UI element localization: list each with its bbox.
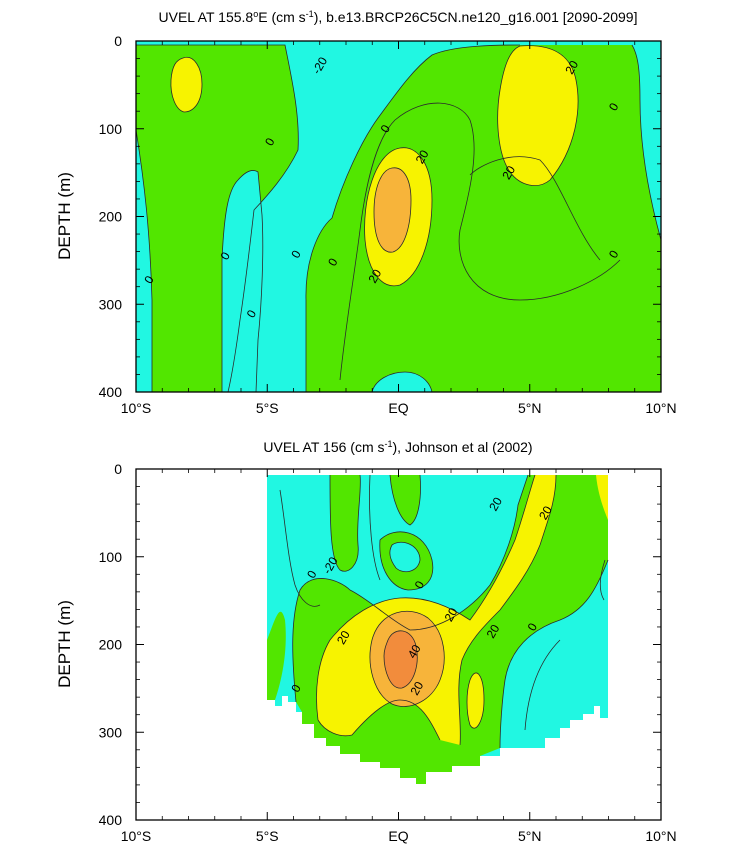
- x-tick-label: 5°N: [518, 400, 542, 416]
- panel-1: UVEL AT 155.8oE (cm s-1), b.e13.BRCP26C5…: [55, 9, 677, 416]
- y-tick-label: 400: [99, 812, 123, 828]
- panel-2-contour-lines: [279, 474, 609, 749]
- y-tick-label: 100: [99, 549, 123, 565]
- x-tick-label: 10°N: [645, 828, 676, 844]
- contour-label: 20: [365, 267, 384, 286]
- y-tick-label: 400: [99, 384, 123, 400]
- x-tick-label: EQ: [388, 400, 408, 416]
- panel-2-y-axis-label: DEPTH (m): [55, 600, 74, 688]
- x-tick-label: 10°S: [121, 400, 152, 416]
- x-tick-label: 10°S: [121, 828, 152, 844]
- x-tick-label: 5°N: [518, 828, 542, 844]
- panel-1-title: UVEL AT 155.8oE (cm s-1), b.e13.BRCP26C5…: [159, 9, 638, 25]
- panel-1-y-axis: 0 100 200 300 400: [99, 33, 661, 400]
- x-tick-label: 5°S: [256, 828, 279, 844]
- panel-1-y-axis-label: DEPTH (m): [55, 172, 74, 260]
- panel-1-contour-lines: [136, 44, 661, 392]
- contour-label: 20: [536, 503, 555, 522]
- contour-label: 20: [413, 147, 432, 166]
- y-tick-label: 200: [99, 209, 123, 225]
- y-tick-label: 0: [114, 461, 122, 477]
- panel-2-x-axis: 10°S 5°S EQ 5°N 10°N: [121, 469, 677, 844]
- y-tick-label: 0: [114, 33, 122, 49]
- y-tick-label: 300: [99, 296, 123, 312]
- panel-2-y-axis: 0 100 200 300 400: [99, 461, 661, 828]
- panel-2: UVEL AT 156 (cm s-1), Johnson et al (200…: [55, 439, 677, 844]
- panel-1-fills: [136, 41, 661, 392]
- contour-label: 20: [407, 679, 426, 698]
- contour-label: 40: [405, 642, 424, 661]
- panel-1-x-axis: 10°S 5°S EQ 5°N 10°N: [121, 41, 677, 416]
- y-tick-label: 200: [99, 637, 123, 653]
- x-tick-label: 10°N: [645, 400, 676, 416]
- x-tick-label: 5°S: [256, 400, 279, 416]
- contour-label: 20: [484, 622, 503, 641]
- y-tick-label: 300: [99, 724, 123, 740]
- contour-label: 20: [334, 628, 353, 647]
- contour-label: 20: [562, 58, 581, 77]
- panel-2-title: UVEL AT 156 (cm s-1), Johnson et al (200…: [263, 439, 532, 455]
- contour-label: 20: [499, 163, 518, 182]
- contour-label: 20: [486, 495, 505, 514]
- contour-label: 20: [442, 605, 461, 624]
- x-tick-label: EQ: [388, 828, 408, 844]
- y-tick-label: 100: [99, 121, 123, 137]
